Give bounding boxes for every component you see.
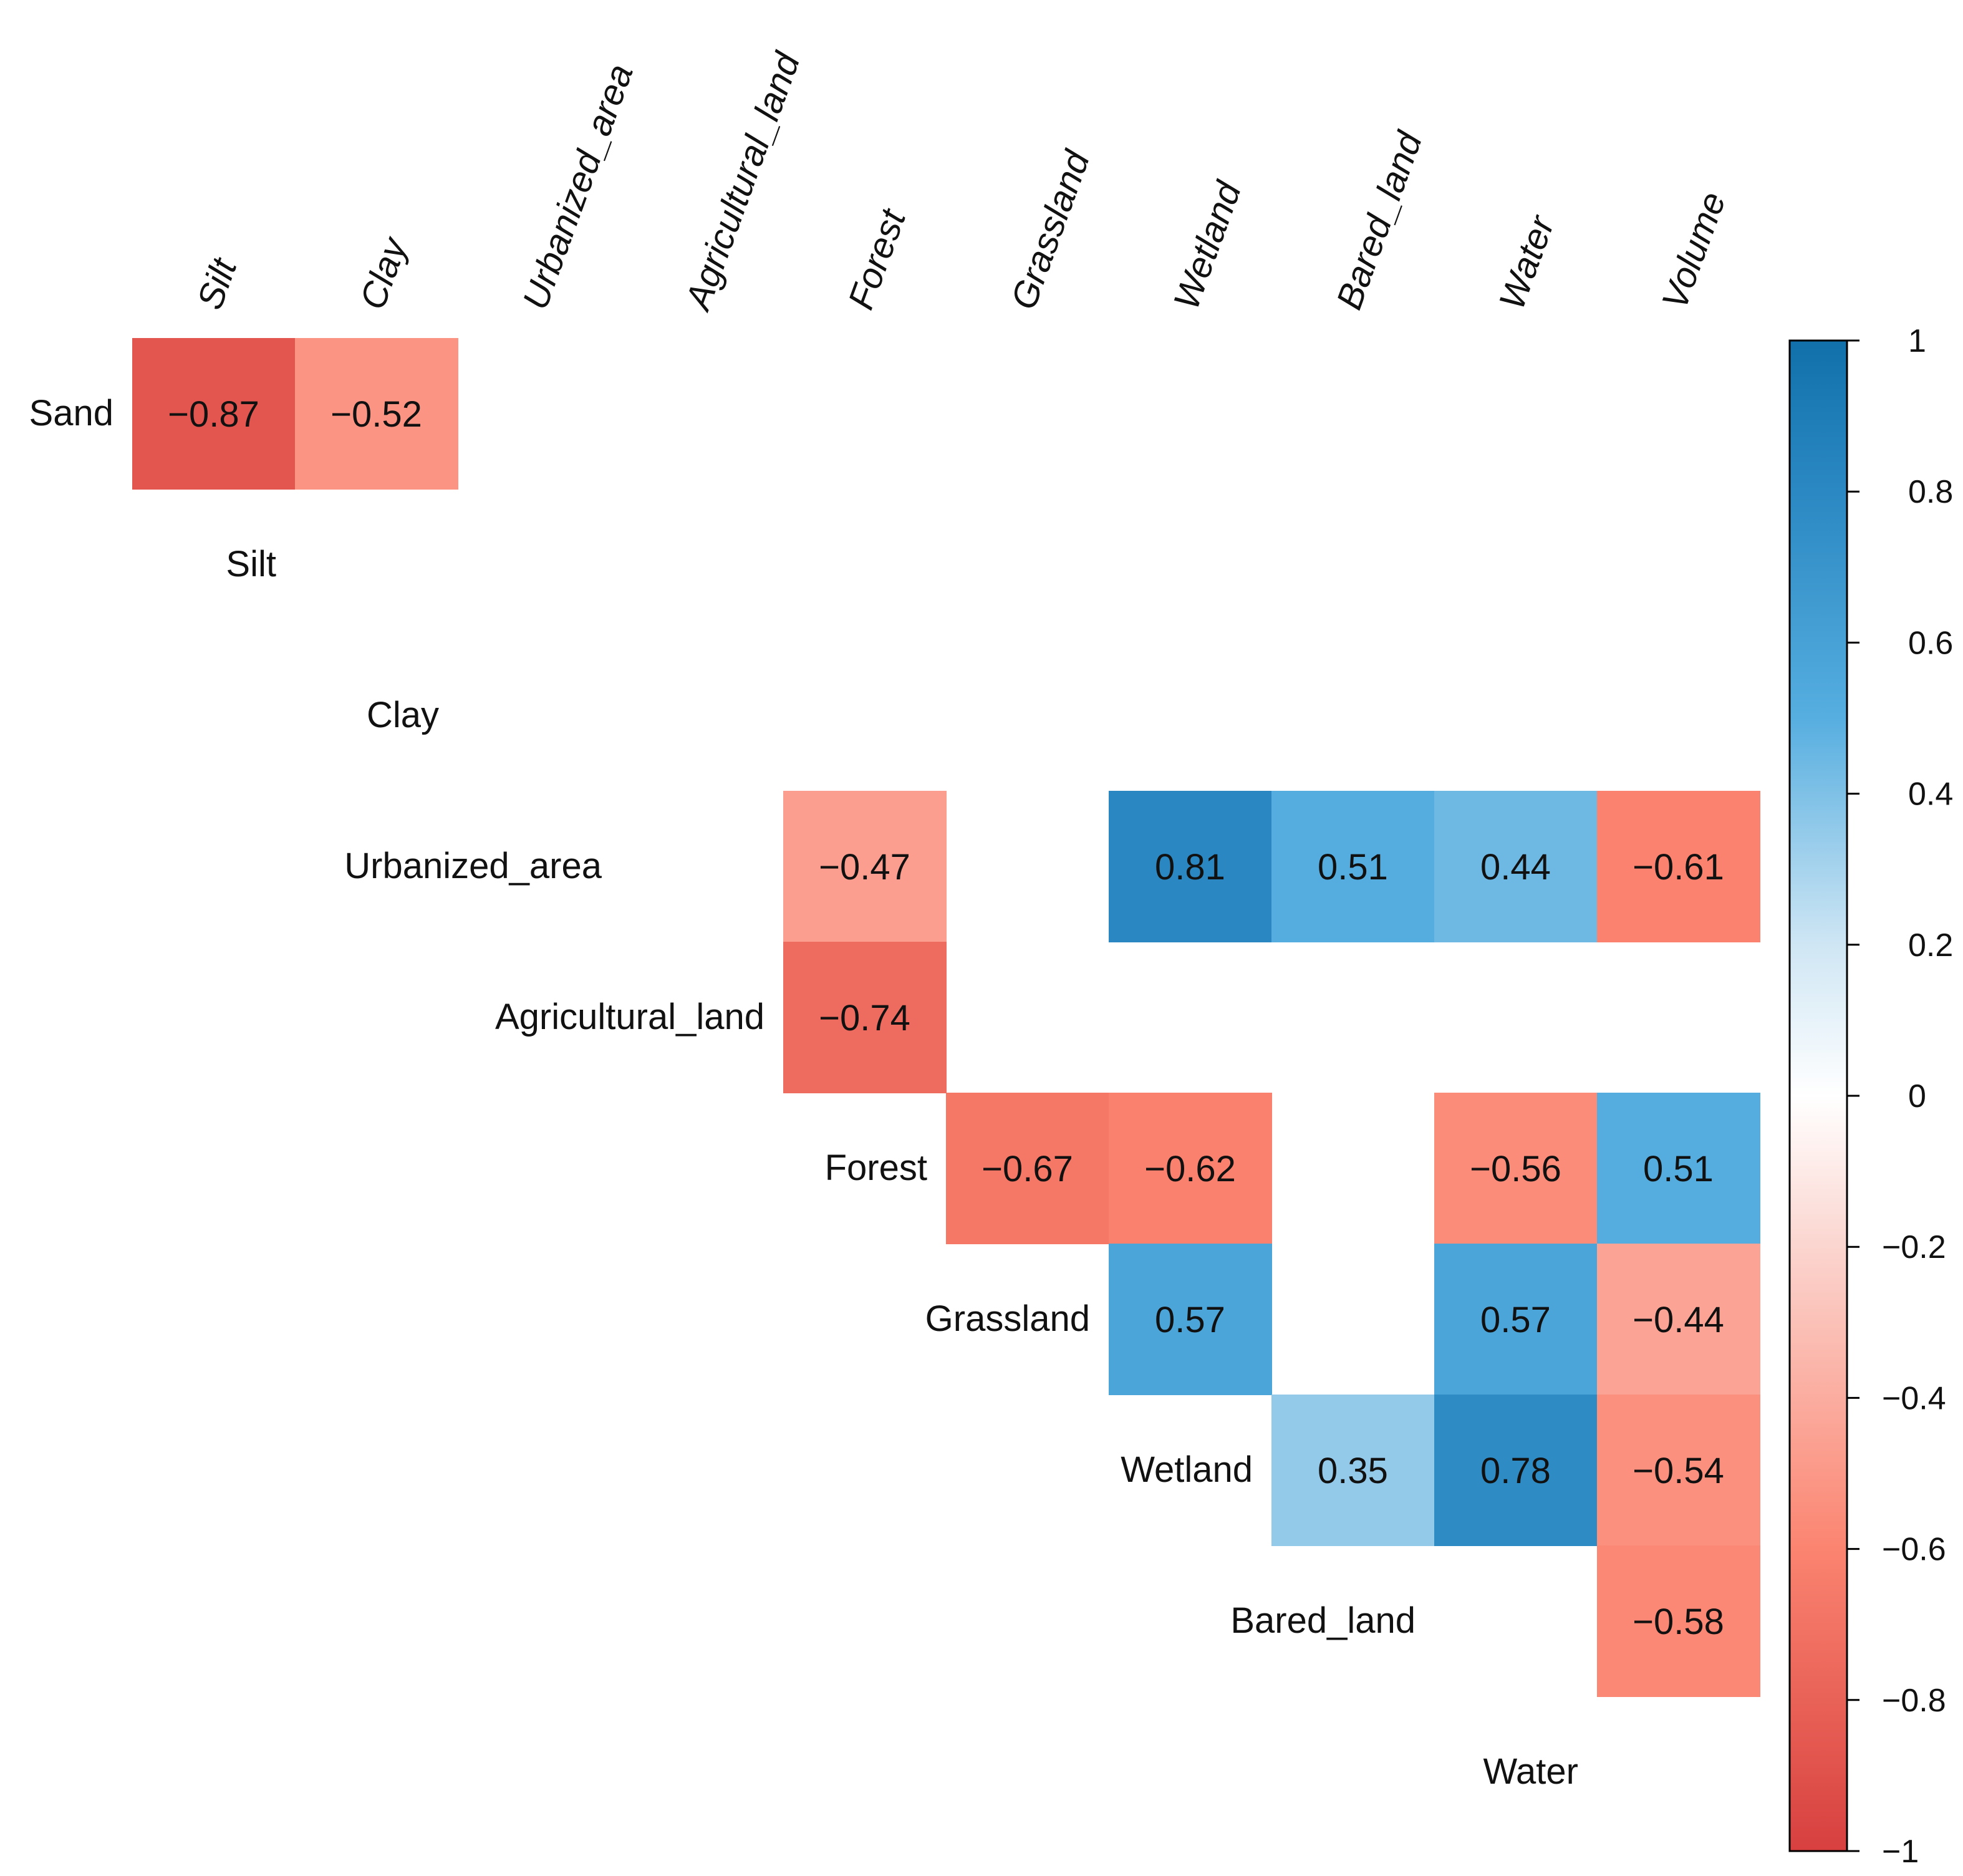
column-label-forest: Forest xyxy=(841,203,914,314)
cell-forest-grassland xyxy=(946,1093,1109,1244)
cell-value-label: −0.61 xyxy=(1633,847,1724,887)
row-label-clay: Clay xyxy=(367,695,439,735)
cell-grassland-volume xyxy=(1597,1244,1760,1395)
cell-sand-silt xyxy=(132,338,296,490)
cell-value-label: −0.67 xyxy=(982,1149,1073,1189)
cell-forest-wetland xyxy=(1109,1093,1272,1244)
cell-value-label: 0.78 xyxy=(1480,1451,1551,1491)
cell-value-label: 0.51 xyxy=(1318,847,1388,887)
column-label-urbanized-area: Urbanized_area xyxy=(515,59,641,314)
cell-wetland-water xyxy=(1434,1395,1598,1546)
row-label-grassland: Grassland xyxy=(925,1298,1090,1339)
column-labels: Silt Clay Urbanized_area Agricultural_land F… xyxy=(190,47,1734,317)
cell-value-label: −0.44 xyxy=(1633,1300,1724,1340)
cell-value-label: −0.54 xyxy=(1633,1451,1724,1491)
heatmap-cells: −0.87 −0.52 −0.47 0.81 0.51 0.44 −0.61 −0.74 −0.… xyxy=(132,338,1760,1697)
cell-grassland-water xyxy=(1434,1244,1598,1395)
cell-sand-clay xyxy=(295,338,458,490)
cell-urbanized-area-volume xyxy=(1597,791,1760,942)
colorbar-tick-label: 0.2 xyxy=(1908,927,1953,964)
colorbar-tick-label: 0.4 xyxy=(1908,776,1953,813)
cell-value-label: 0.51 xyxy=(1643,1149,1714,1189)
row-label-bared-land: Bared_land xyxy=(1230,1600,1416,1641)
cell-value-label: −0.47 xyxy=(819,847,910,887)
column-label-volume: Volume xyxy=(1654,186,1734,314)
cell-value-label: −0.52 xyxy=(330,394,422,435)
column-label-silt: Silt xyxy=(190,252,246,315)
cell-value-label: −0.74 xyxy=(819,998,910,1038)
colorbar-tick-label: 0.6 xyxy=(1908,625,1953,661)
column-label-water: Water xyxy=(1492,209,1563,314)
colorbar-tick-label: 0.8 xyxy=(1908,474,1953,510)
colorbar-tick-label: −0.2 xyxy=(1882,1229,1946,1265)
colorbar-tick-label: −0.4 xyxy=(1882,1380,1946,1416)
cell-value-label: 0.44 xyxy=(1480,847,1551,887)
cell-agricultural-land-forest xyxy=(783,942,947,1093)
cell-value-label: 0.35 xyxy=(1318,1451,1388,1491)
cell-wetland-volume xyxy=(1597,1395,1760,1546)
column-label-clay: Clay xyxy=(352,231,416,314)
cell-wetland-bared-land xyxy=(1271,1395,1435,1546)
colorbar-gradient xyxy=(1788,339,1848,1852)
row-label-forest: Forest xyxy=(825,1148,927,1188)
row-label-silt: Silt xyxy=(226,544,276,584)
column-label-wetland: Wetland xyxy=(1166,176,1250,315)
cell-forest-water xyxy=(1434,1093,1598,1244)
column-label-agricultural-land: Agricultural_land xyxy=(677,47,808,317)
colorbar-tick-label: 1 xyxy=(1908,323,1926,359)
cell-value-label: −0.58 xyxy=(1633,1602,1724,1642)
cell-urbanized-area-forest xyxy=(783,791,947,942)
cell-value-label: 0.57 xyxy=(1480,1300,1551,1340)
cell-value-label: −0.62 xyxy=(1144,1149,1236,1189)
colorbar-tick-label: −0.6 xyxy=(1882,1532,1946,1568)
row-label-agricultural-land: Agricultural_land xyxy=(495,997,764,1037)
row-label-wetland: Wetland xyxy=(1121,1449,1253,1490)
row-label-water: Water xyxy=(1483,1751,1578,1792)
cell-urbanized-area-bared-land xyxy=(1271,791,1435,942)
cell-bared-land-volume xyxy=(1597,1545,1760,1697)
cell-value-label: −0.56 xyxy=(1470,1149,1561,1189)
colorbar-tick-label: −0.8 xyxy=(1882,1683,1946,1719)
cell-urbanized-area-wetland xyxy=(1109,791,1272,942)
column-label-bared-land: Bared_land xyxy=(1329,126,1430,315)
colorbar-tick-label: −1 xyxy=(1882,1834,1919,1870)
cell-value-label: 0.81 xyxy=(1155,847,1225,887)
colorbar-ticks: 1 0.8 0.6 0.4 0.2 0 −0.2 −0.4 −0.6 −0.8 −1 xyxy=(1847,323,1953,1870)
row-label-sand: Sand xyxy=(29,393,113,433)
cell-forest-volume xyxy=(1597,1093,1760,1244)
colorbar: 1 0.8 0.6 0.4 0.2 0 −0.2 −0.4 −0.6 −0.8 −1 xyxy=(1788,323,1953,1870)
row-labels: Sand Silt Clay Urbanized_area Agricultural_l… xyxy=(29,393,1578,1792)
cell-value-label: 0.57 xyxy=(1155,1300,1225,1340)
cell-grassland-wetland xyxy=(1109,1244,1272,1395)
cell-value-label: −0.87 xyxy=(168,394,259,435)
row-label-urbanized-area: Urbanized_area xyxy=(344,846,602,886)
colorbar-tick-label: 0 xyxy=(1908,1078,1926,1114)
cell-urbanized-area-water xyxy=(1434,791,1598,942)
column-label-grassland: Grassland xyxy=(1003,145,1098,314)
